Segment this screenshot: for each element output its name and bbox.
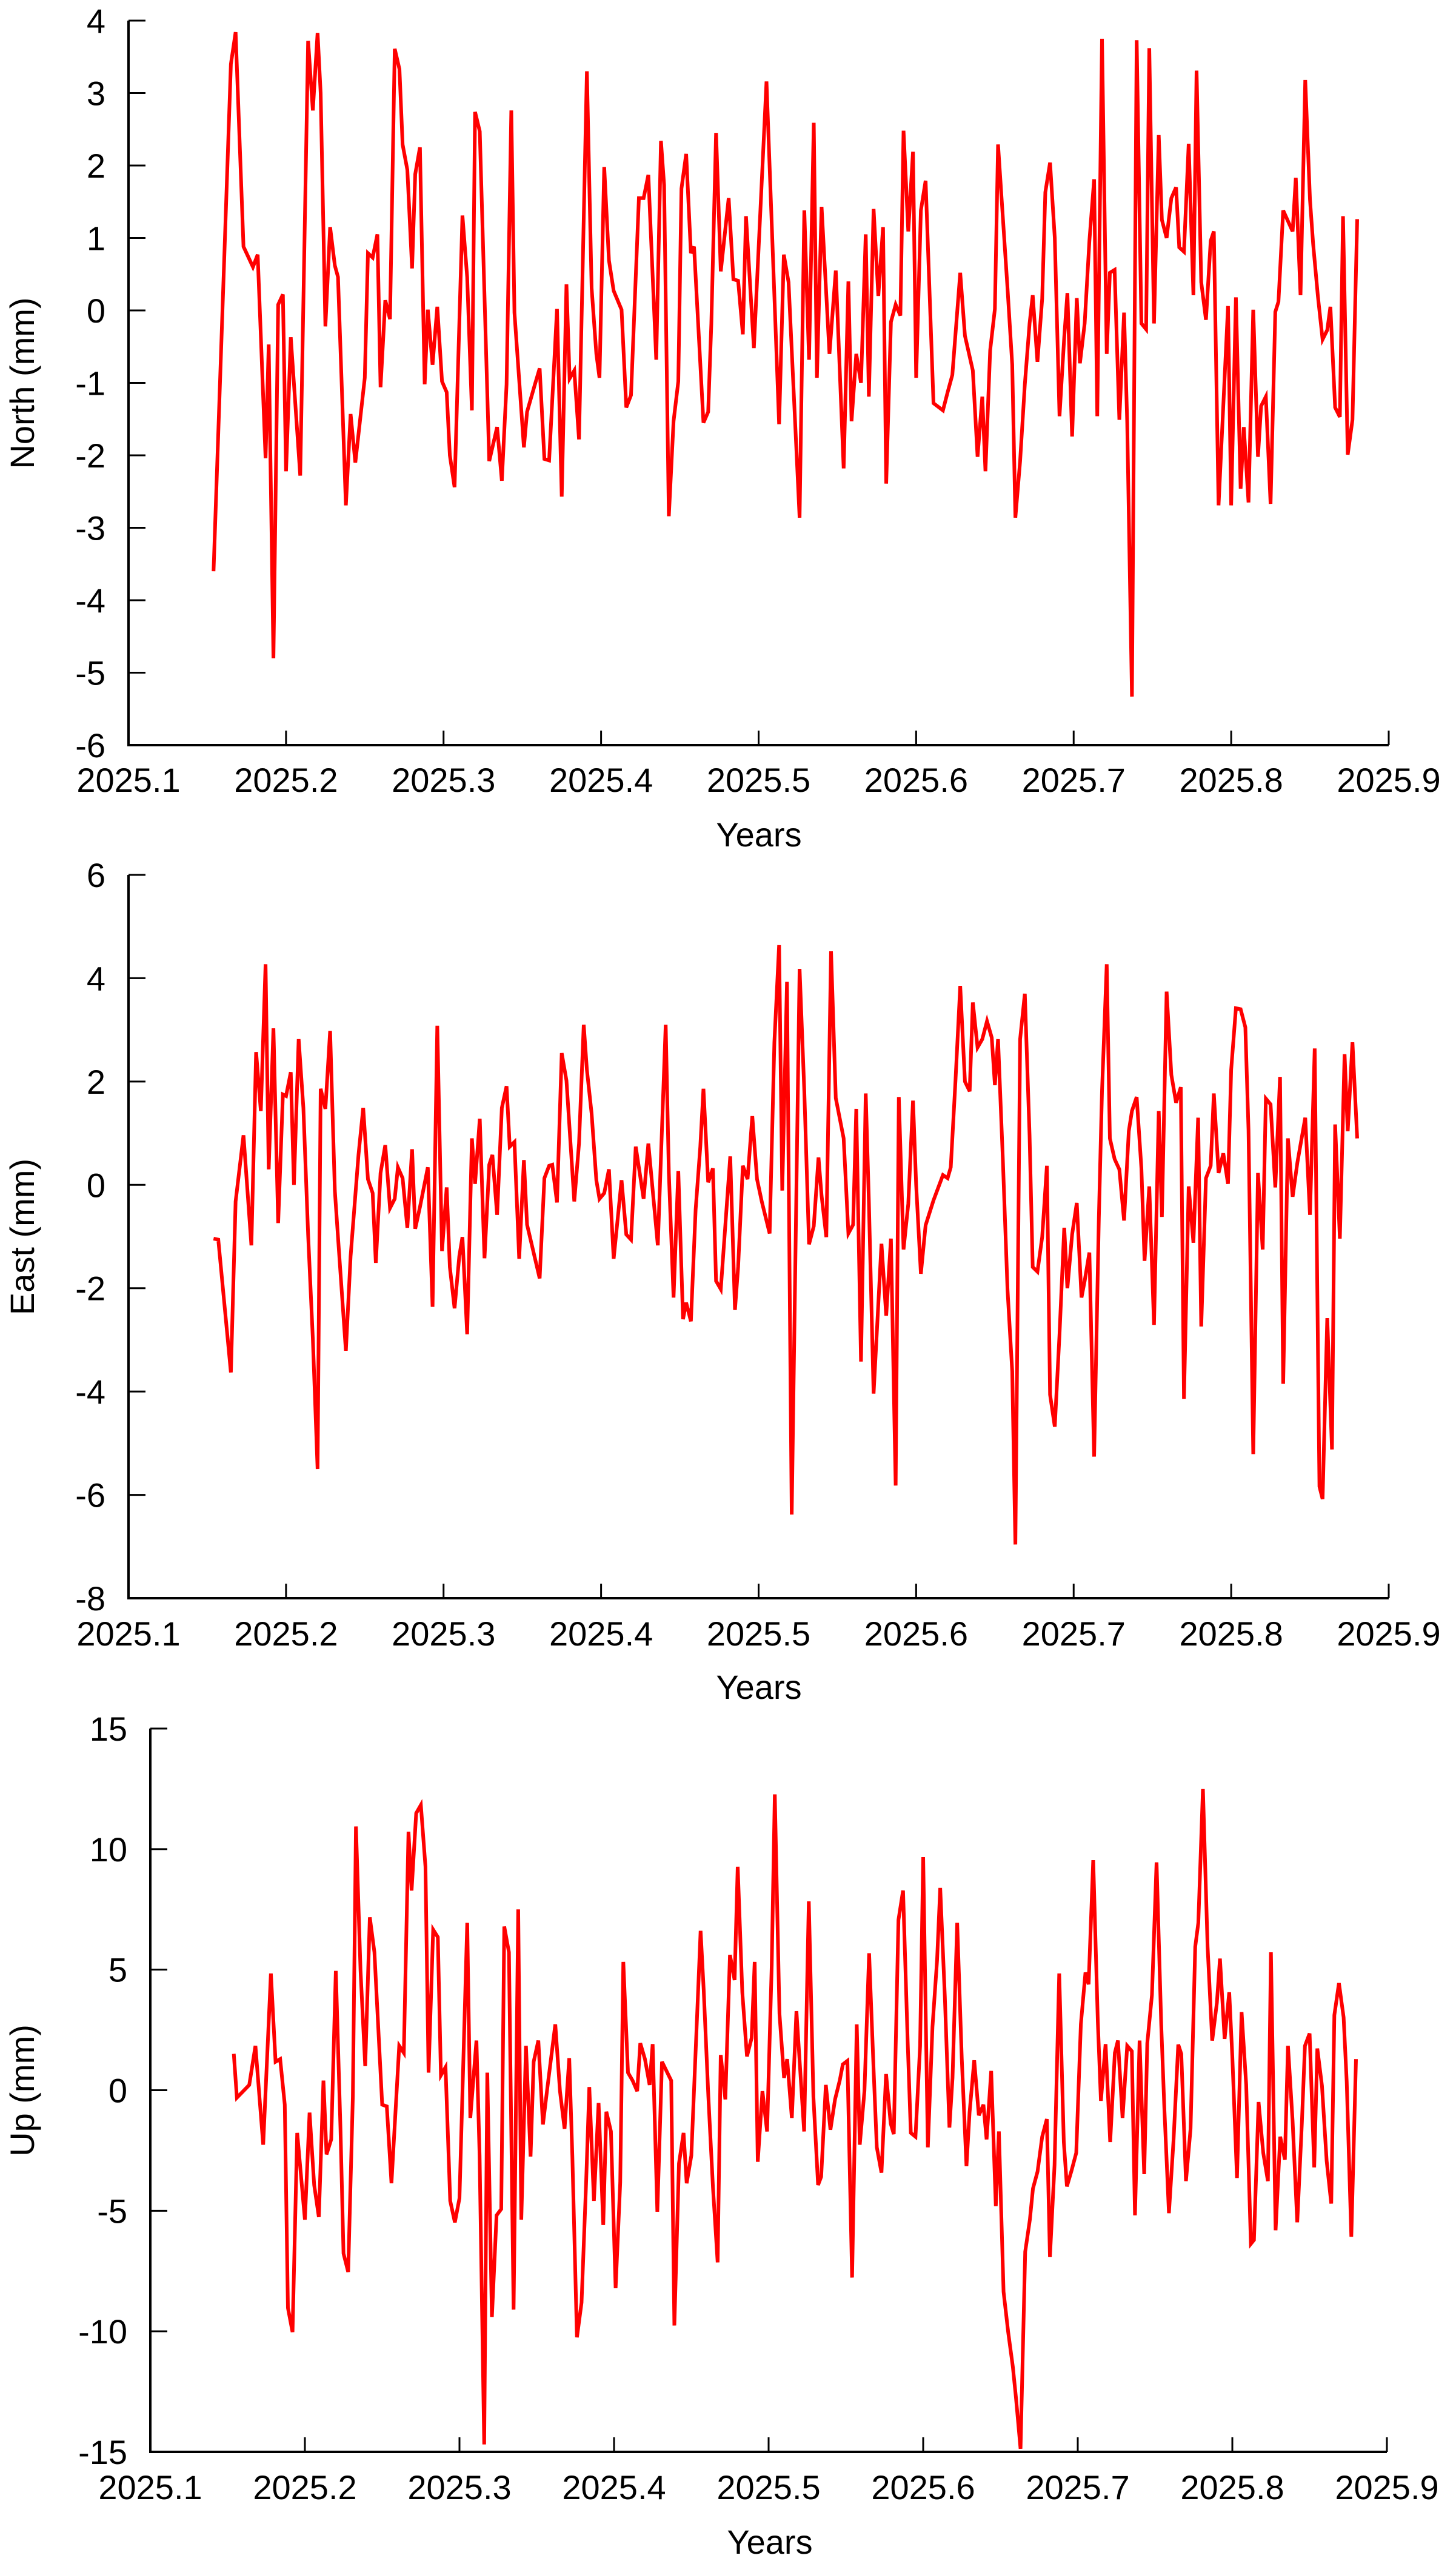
north-y-tick-label: 1 <box>87 219 105 258</box>
north-x-axis-title: Years <box>716 815 801 854</box>
east-x-tick-label: 2025.3 <box>392 1615 495 1653</box>
north-y-tick-label: 4 <box>87 2 105 40</box>
up-x-tick-label: 2025.7 <box>1026 2468 1129 2506</box>
east-x-tick-label: 2025.5 <box>707 1615 810 1653</box>
north-y-tick-label: -1 <box>75 364 105 403</box>
north-x-tick-label: 2025.3 <box>392 761 495 799</box>
east-y-tick-label: -6 <box>75 1476 105 1515</box>
north-x-tick-label: 2025.6 <box>864 761 968 799</box>
up-y-axis-title: Up (mm) <box>3 2024 41 2157</box>
north-y-tick-label: -2 <box>75 437 105 475</box>
up-x-axis-title: Years <box>727 2523 812 2561</box>
east-series-line <box>213 945 1359 1545</box>
east-y-axis-title: East (mm) <box>3 1159 41 1315</box>
east-y-tick-label: -2 <box>75 1270 105 1308</box>
north-x-tick-label: 2025.8 <box>1179 761 1283 799</box>
east-x-tick-label: 2025.6 <box>864 1615 968 1653</box>
up-series-line <box>232 1789 1358 2449</box>
north-y-tick-label: 0 <box>87 292 105 330</box>
up-x-tick-label: 2025.1 <box>98 2468 202 2506</box>
north-y-tick-label: 2 <box>87 147 105 185</box>
north-y-tick-label: -5 <box>75 654 105 692</box>
east-x-tick-label: 2025.4 <box>549 1615 653 1653</box>
up-y-tick-label: 10 <box>90 1830 127 1869</box>
north-x-tick-label: 2025.9 <box>1337 761 1440 799</box>
north-y-tick-label: -4 <box>75 581 105 620</box>
north-x-tick-label: 2025.4 <box>549 761 653 799</box>
north-y-tick-label: 3 <box>87 75 105 113</box>
east-y-tick-label: -8 <box>75 1579 105 1618</box>
up-x-tick-label: 2025.2 <box>253 2468 356 2506</box>
north-panel: North (mm) Years -6 -5 -4 -3 -2 -1 0 1 2 3 4 2025.1… <box>3 2 1441 854</box>
up-x-tick-label: 2025.3 <box>407 2468 511 2506</box>
up-x-tick-label: 2025.8 <box>1180 2468 1284 2506</box>
east-y-tick-label: 0 <box>87 1166 105 1204</box>
east-x-tick-label: 2025.8 <box>1179 1615 1283 1653</box>
east-y-tick-label: 2 <box>87 1063 105 1101</box>
east-x-tick-label: 2025.1 <box>76 1615 180 1653</box>
north-x-tick-label: 2025.1 <box>76 761 180 799</box>
north-y-tick-label: -6 <box>75 726 105 765</box>
up-y-tick-label: 5 <box>109 1951 127 1989</box>
north-x-tick-label: 2025.5 <box>707 761 810 799</box>
east-x-tick-label: 2025.2 <box>234 1615 338 1653</box>
up-y-tick-label: -15 <box>78 2433 127 2471</box>
up-y-tick-label: 15 <box>90 1710 127 1748</box>
east-x-tick-label: 2025.9 <box>1337 1615 1440 1653</box>
up-panel: Up (mm) Years -15 -10 -5 0 5 10 15 2025.1 2025.2… <box>3 1710 1439 2561</box>
up-x-tick-label: 2025.5 <box>716 2468 820 2506</box>
east-x-tick-label: 2025.7 <box>1022 1615 1126 1653</box>
up-y-tick-label: 0 <box>109 2072 127 2110</box>
up-y-tick-label: -5 <box>97 2192 127 2230</box>
up-x-tick-label: 2025.6 <box>871 2468 975 2506</box>
east-y-tick-label: 4 <box>87 959 105 997</box>
east-y-tick-label: -4 <box>75 1373 105 1411</box>
north-x-tick-label: 2025.7 <box>1022 761 1126 799</box>
east-panel: East (mm) Years -8 -6 -4 -2 0 2 4 6 2025.1 2025.2… <box>3 856 1441 1706</box>
north-y-tick-label: -3 <box>75 509 105 547</box>
up-x-tick-label: 2025.9 <box>1335 2468 1438 2506</box>
north-series-line <box>212 32 1359 697</box>
north-y-axis-title: North (mm) <box>3 297 41 469</box>
east-y-tick-label: 6 <box>87 856 105 894</box>
up-x-tick-label: 2025.4 <box>562 2468 666 2506</box>
north-x-tick-label: 2025.2 <box>234 761 338 799</box>
east-x-axis-title: Years <box>716 1668 801 1706</box>
up-y-tick-label: -10 <box>78 2312 127 2351</box>
